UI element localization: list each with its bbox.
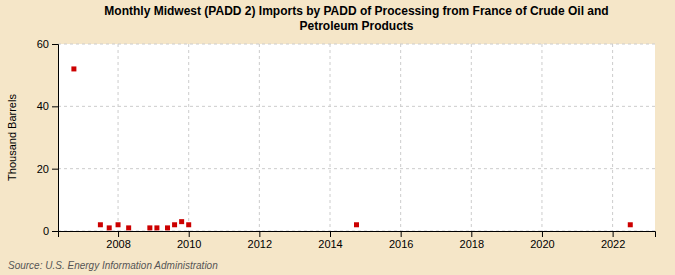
chart-svg: 2008 2010 2012 2014 2016 2018 2020 2022 0 20 40 60 M…: [0, 0, 675, 275]
source: Source: U.S. Energy Information Administ…: [8, 260, 218, 271]
x-tick: 2022: [601, 231, 625, 250]
point: [172, 222, 177, 227]
x-axis-line: [59, 232, 656, 238]
point: [126, 225, 131, 230]
title: Monthly Midwest (PADD 2) Imports by PADD…: [104, 4, 608, 33]
y-tick: 40: [37, 100, 58, 112]
x-tick-mark: [401, 231, 402, 237]
y-tick-label: 20: [37, 163, 49, 175]
point: [165, 225, 170, 230]
x-grid-line: [118, 44, 119, 231]
point: [186, 222, 191, 227]
point: [354, 222, 359, 227]
y-tick: 20: [37, 163, 58, 175]
x-grid-line: [188, 44, 189, 231]
point: [71, 66, 76, 71]
title-line: Monthly Midwest (PADD 2) Imports by PADD…: [104, 4, 608, 18]
x-tick-mark: [118, 231, 119, 237]
x-tick-label: 2014: [318, 238, 342, 250]
point: [179, 219, 184, 224]
x-tick-label: 2012: [248, 238, 272, 250]
x-grid-line: [330, 44, 331, 231]
point: [628, 222, 633, 227]
y-axis: 0 20 40 60: [37, 38, 59, 237]
x-grid-line: [400, 44, 401, 231]
x-grid-line: [612, 44, 613, 231]
y-grid-line: [58, 44, 655, 45]
x-grid-line: [541, 44, 542, 231]
title-line: Petroleum Products: [299, 19, 413, 33]
x-tick: 2014: [318, 231, 342, 250]
point: [98, 222, 103, 227]
x-tick-mark: [613, 231, 614, 237]
y-tick-mark: [52, 169, 58, 170]
x-tick-label: 2018: [460, 238, 484, 250]
y-tick: 60: [37, 38, 58, 50]
x-tick-label: 2010: [177, 238, 201, 250]
x-tick-mark: [542, 231, 543, 237]
point: [147, 225, 152, 230]
chart-container: 2008 2010 2012 2014 2016 2018 2020 2022 0 20 40 60 M…: [0, 0, 675, 275]
x-tick-mark: [189, 231, 190, 237]
x-tick: 2016: [389, 231, 413, 250]
x-axis: 2008 2010 2012 2014 2016 2018 2020 2022: [59, 231, 656, 250]
plot-background: [58, 44, 655, 231]
y-tick-mark: [52, 106, 58, 107]
grid: [58, 44, 655, 231]
background: [0, 0, 675, 275]
x-tick: 2012: [248, 231, 272, 250]
y-axis-line: [52, 45, 59, 232]
x-tick: 2018: [460, 231, 484, 250]
x-tick-mark: [330, 231, 331, 237]
plot: 2008 2010 2012 2014 2016 2018 2020 2022 0 20 40 60: [37, 38, 656, 250]
y-tick-mark: [52, 231, 58, 232]
points: [71, 66, 632, 230]
y-tick: 0: [43, 225, 58, 237]
point: [107, 225, 112, 230]
y-tick-label: 60: [37, 38, 49, 50]
y-tick-mark: [52, 44, 58, 45]
x-tick-mark: [471, 231, 472, 237]
y-grid-line: [58, 168, 655, 169]
y-tick-label: 40: [37, 100, 49, 112]
x-tick-label: 2020: [530, 238, 554, 250]
x-tick-mark: [259, 231, 260, 237]
y-grid-line: [58, 106, 655, 107]
x-tick: 2020: [530, 231, 554, 250]
y-axis-label: Thousand Barrels: [6, 94, 18, 181]
point: [154, 225, 159, 230]
x-tick-label: 2022: [601, 238, 625, 250]
x-grid-line: [259, 44, 260, 231]
point: [116, 222, 121, 227]
x-tick: 2010: [177, 231, 201, 250]
x-tick-label: 2016: [389, 238, 413, 250]
x-tick-label: 2008: [106, 238, 130, 250]
y-tick-label: 0: [43, 225, 49, 237]
x-tick: 2008: [106, 231, 130, 250]
x-grid-line: [471, 44, 472, 231]
